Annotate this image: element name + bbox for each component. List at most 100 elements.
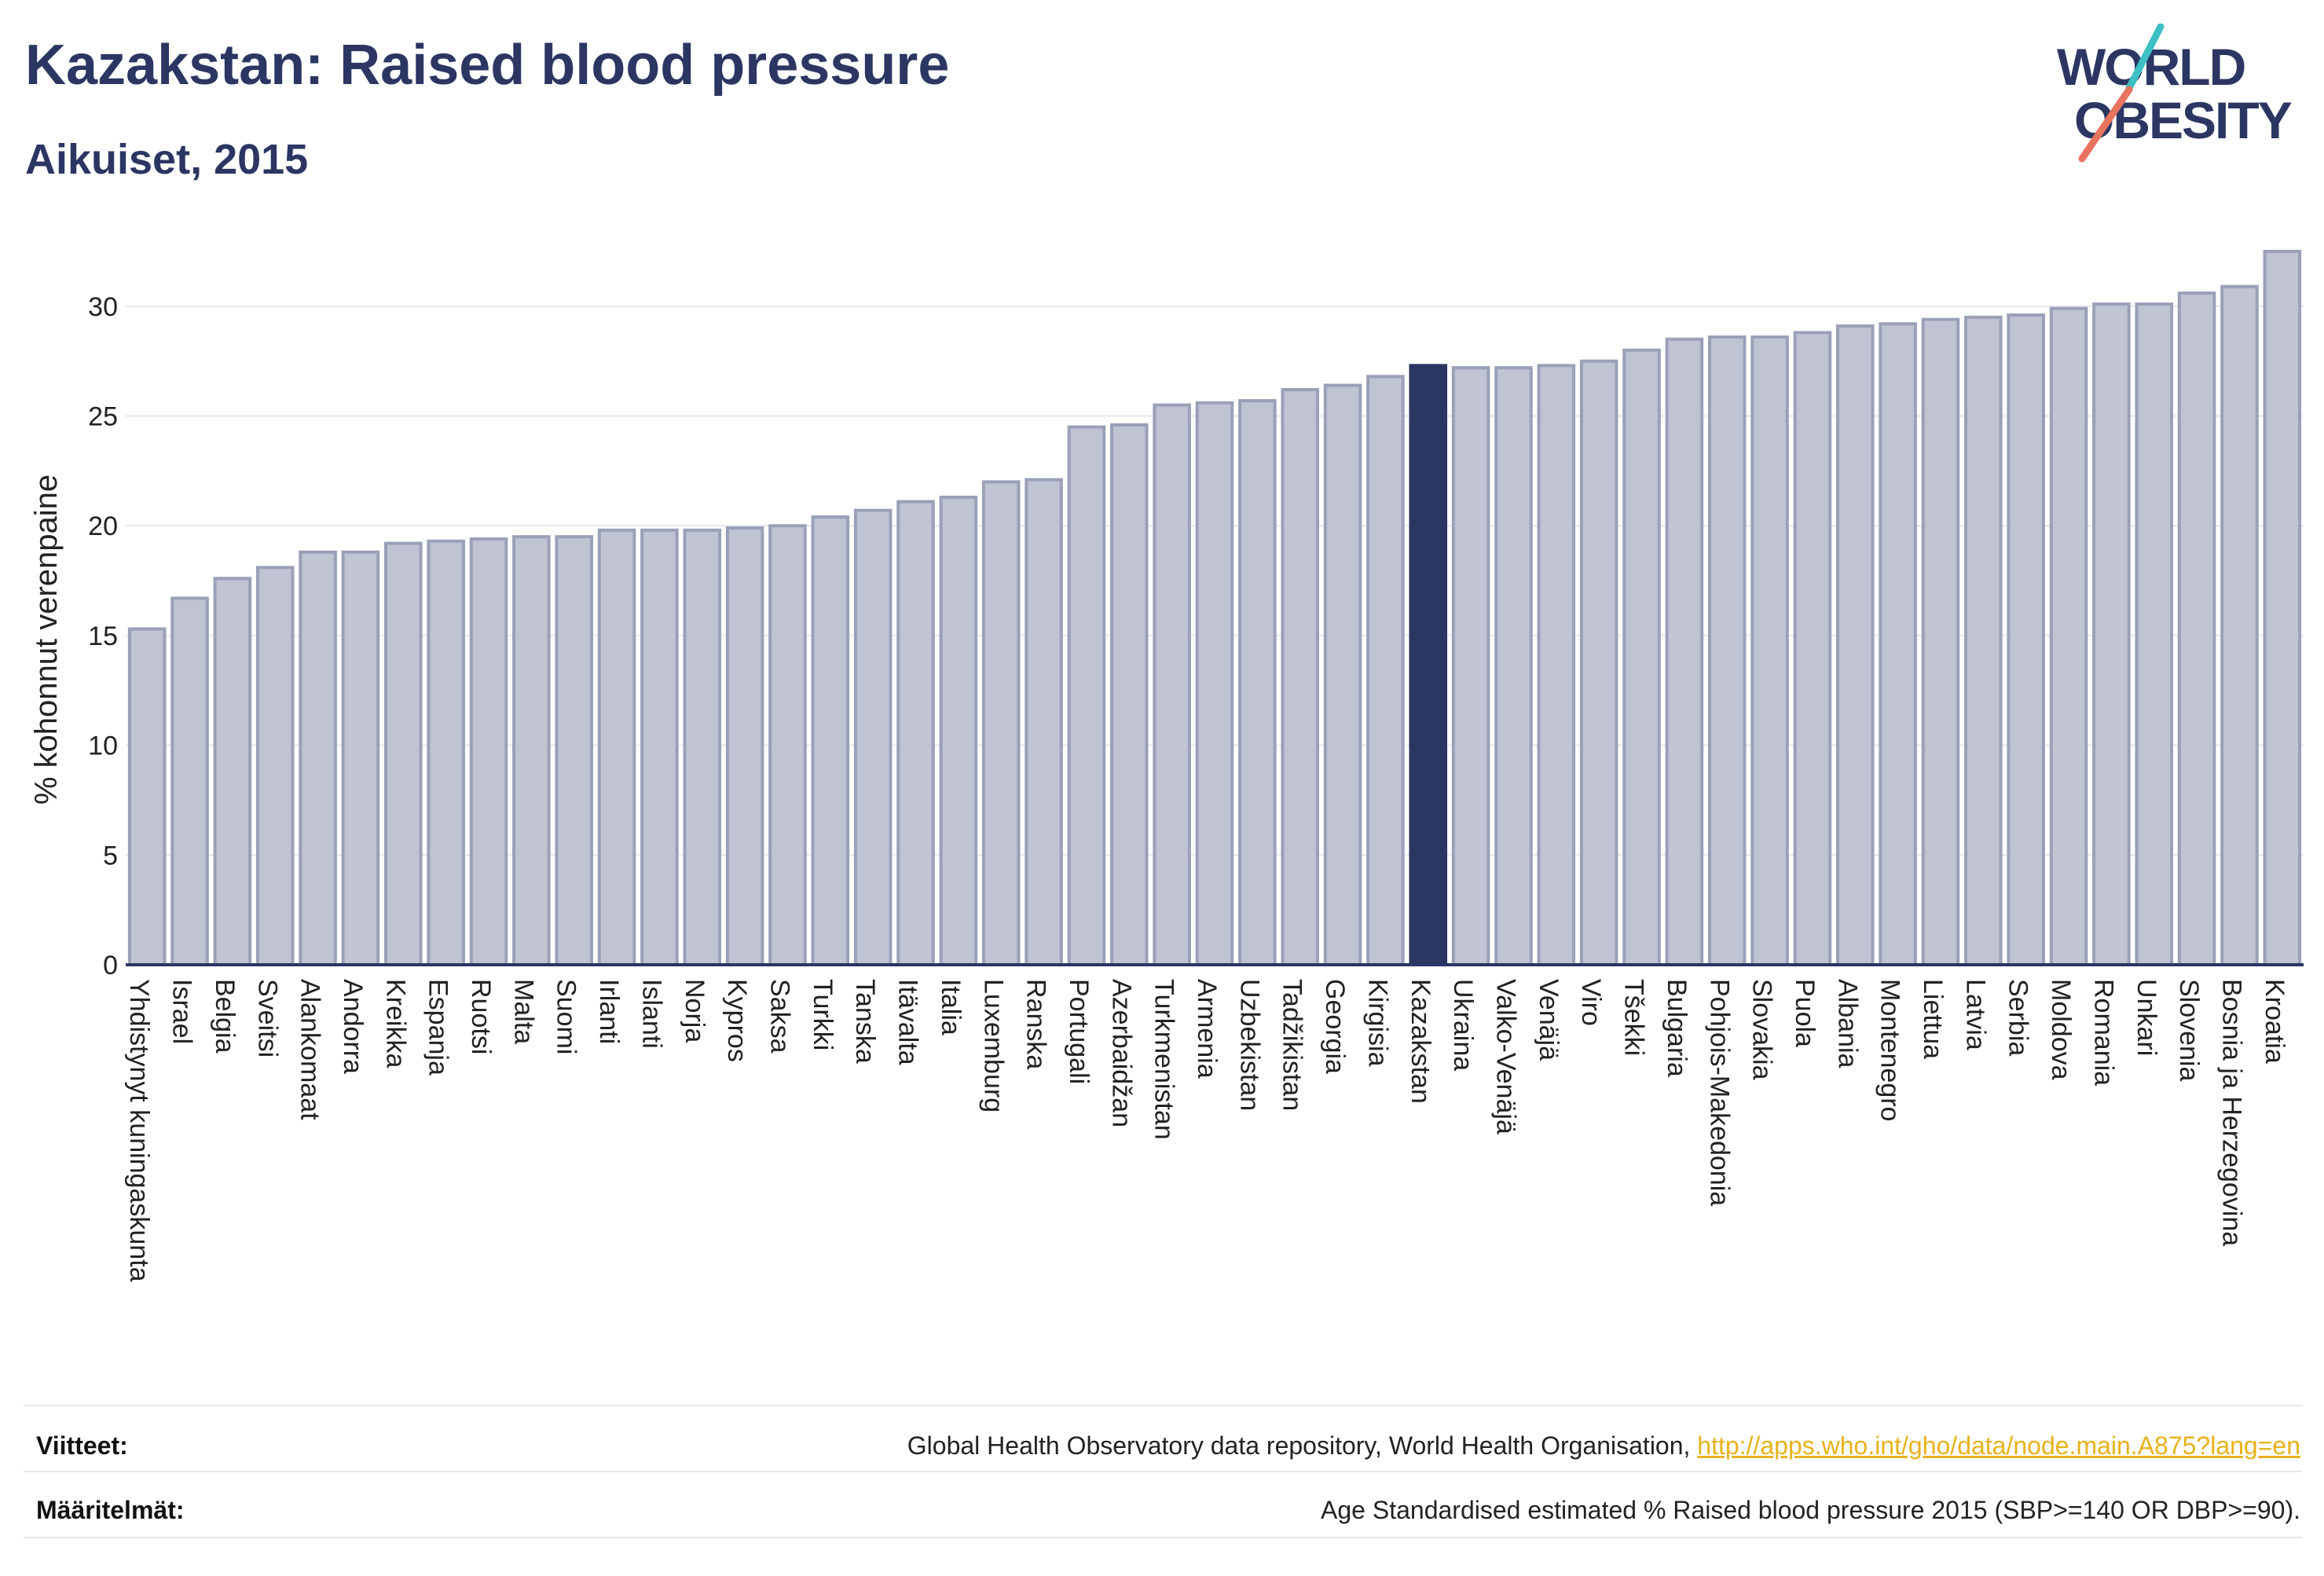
x-tick-label: Sveitsi: [252, 979, 282, 1057]
y-tick-label: 15: [88, 621, 118, 651]
x-tick-label: Venäjä: [1534, 979, 1563, 1061]
x-tick-label: Unkari: [2132, 979, 2161, 1056]
sources-text: Global Health Observatory data repositor…: [907, 1431, 1698, 1460]
x-tick-label: Kroatia: [2260, 979, 2289, 1064]
bar: [255, 566, 295, 966]
x-tick-label: Tšekki: [1619, 979, 1649, 1056]
x-tick-label: Slovenia: [2174, 979, 2204, 1082]
bar: [2177, 291, 2216, 966]
bar: [896, 500, 935, 966]
x-tick-label: Romania: [2088, 979, 2118, 1086]
y-axis-ticks: 0 5 10 15 20 25 30: [88, 292, 118, 980]
x-tick-label: Kirgisia: [1362, 979, 1392, 1067]
bar: [1537, 364, 1576, 966]
bar: [1665, 337, 1704, 966]
bar: [725, 526, 764, 966]
footer-divider-top: [24, 1405, 2302, 1406]
definitions-value: Age Standardised estimated % Raised bloo…: [1321, 1496, 2300, 1524]
bar: [2092, 302, 2131, 966]
bar: [811, 515, 850, 966]
x-tick-label: Latvia: [1960, 979, 1990, 1050]
x-tick-label: Ranska: [1021, 979, 1051, 1069]
bar: [1323, 383, 1362, 966]
x-tick-label: Azerbaidžan: [1106, 979, 1136, 1127]
x-tick-label: Luxemburg: [978, 979, 1008, 1112]
bar: [939, 495, 978, 966]
bar: [2220, 284, 2259, 966]
bar: [981, 480, 1021, 966]
x-tick-label: Espanja: [423, 979, 453, 1076]
bar: [683, 528, 722, 966]
bar: [1707, 335, 1747, 966]
bar: [1366, 375, 1405, 967]
bar: [1879, 322, 1917, 967]
bar: [1836, 324, 1875, 966]
bar: [1067, 425, 1106, 966]
x-tick-label: Montenegro: [1875, 979, 1905, 1121]
bar: [555, 535, 593, 966]
bar: [2135, 302, 2174, 966]
x-tick-label: Kypros: [722, 979, 752, 1062]
sources-label: Viitteet:: [36, 1431, 128, 1460]
x-tick-label: Armenia: [1192, 979, 1222, 1079]
bar: [1238, 398, 1277, 966]
x-tick-label: Ruotsi: [466, 979, 496, 1054]
bar: [640, 528, 679, 966]
x-tick-label: Uzbekistan: [1234, 979, 1264, 1111]
sources-value: Global Health Observatory data repositor…: [907, 1431, 2300, 1461]
bar: [2007, 313, 2045, 966]
bar: [1025, 478, 1063, 966]
bar: [768, 524, 807, 966]
x-tick-label: Alankomaat: [295, 979, 325, 1120]
x-tick-label: Liettua: [1918, 979, 1948, 1059]
x-tick-label: Yhdistynyt kuningaskunta: [124, 979, 154, 1282]
bar: [299, 550, 337, 966]
bar: [1451, 366, 1490, 966]
x-tick-label: Serbia: [2003, 979, 2033, 1056]
sources-link[interactable]: http://apps.who.int/gho/data/node.main.A…: [1697, 1431, 2300, 1460]
bar: [1195, 401, 1234, 966]
bar: [1281, 388, 1319, 966]
bar: [1494, 366, 1533, 966]
bar: [127, 627, 167, 967]
logo-slash-coral: [2078, 86, 2133, 163]
x-tick-label: Turkmenistan: [1149, 979, 1179, 1140]
bar: [2263, 250, 2302, 966]
bar: [1964, 315, 2003, 967]
bar: [384, 541, 423, 966]
x-tick-label: Itävalta: [893, 979, 923, 1065]
x-tick-label: Kazakstan: [1406, 979, 1435, 1104]
x-tick-label: Valko-Venäjä: [1490, 979, 1520, 1134]
x-tick-label: Israel: [167, 979, 197, 1044]
bar-chart: 0 5 10 15 20 25 30 Yhdistynyt kuningaskunta Isr…: [29, 250, 2304, 1282]
chart-subtitle: Aikuiset, 2015: [25, 136, 309, 183]
bar: [427, 539, 465, 966]
x-tick-label: Puola: [1790, 979, 1820, 1047]
x-axis-labels: Yhdistynyt kuningaskunta Israel Belgia Svei…: [124, 979, 2289, 1282]
bar: [1579, 359, 1618, 966]
x-tick-label: Belgia: [210, 979, 240, 1054]
x-tick-label: Tadžikistan: [1277, 979, 1307, 1111]
footer-divider-bottom: [24, 1537, 2302, 1538]
x-tick-label: Albania: [1832, 979, 1862, 1068]
x-tick-label: Irlanti: [594, 979, 624, 1044]
x-tick-label: Bosnia ja Herzegovina: [2216, 979, 2246, 1246]
bar: [1750, 335, 1789, 966]
x-tick-label: Georgia: [1320, 979, 1350, 1074]
bar: [469, 537, 508, 966]
bar: [1921, 317, 1960, 966]
x-tick-label: Viro: [1576, 979, 1606, 1026]
x-tick-label: Andorra: [338, 979, 368, 1074]
x-tick-label: Pohjois-Makedonia: [1704, 979, 1734, 1206]
x-tick-label: Saksa: [764, 979, 794, 1054]
x-tick-label: Italia: [936, 979, 966, 1035]
bar: [512, 535, 551, 966]
x-tick-label: Bulgaria: [1662, 979, 1692, 1077]
x-tick-label: Turkki: [808, 979, 838, 1050]
bar: [853, 508, 893, 966]
y-tick-label: 10: [88, 731, 118, 761]
x-tick-label: Tanska: [850, 979, 880, 1064]
y-axis-label: % kohonnut verenpaine: [29, 475, 64, 804]
chart-title: Kazakstan: Raised blood pressure: [25, 34, 950, 97]
y-tick-label: 5: [103, 841, 118, 870]
